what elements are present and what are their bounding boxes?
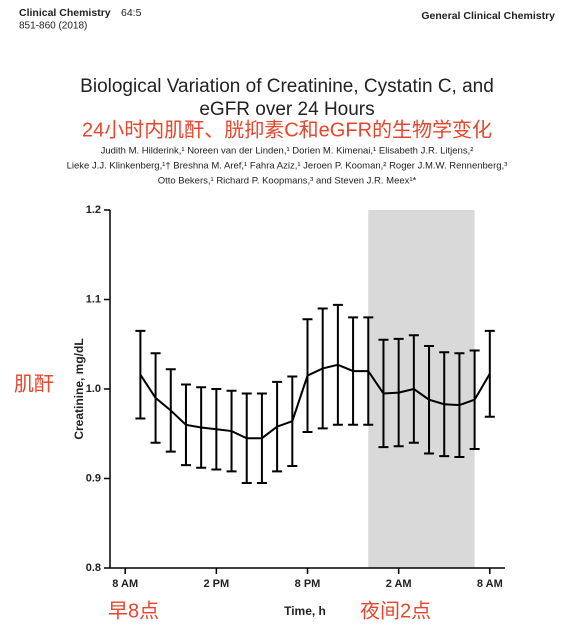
title-line: Biological Variation of Creatinine, Cyst… <box>80 76 494 97</box>
volume: 64:5 <box>121 7 142 19</box>
annotation: 肌酐 <box>14 373 54 395</box>
y-tick-label: 0.8 <box>86 562 101 574</box>
chart: 0.8 0.9 1.0 1.1 1.2 8 AM 2 PM 8 PM 2 AM 8 AM <box>86 204 505 590</box>
x-tick-label: 8 AM <box>112 578 138 590</box>
x-tick-label: 2 AM <box>386 578 412 590</box>
journal: Clinical Chemistry <box>19 7 111 19</box>
y-tick-label: 1.2 <box>86 204 101 216</box>
x-tick-label: 8 AM <box>477 578 503 590</box>
y-axis-label: Creatinine, mg/dL <box>72 338 86 439</box>
y-tick-label: 1.1 <box>86 293 101 305</box>
authors-line: Judith M. Hilderink,¹ Noreen van der Lin… <box>101 146 474 157</box>
title-cn: 24小时内肌酐、胱抑素C和eGFR的生物学变化 <box>82 118 492 141</box>
x-axis-label: Time, h <box>284 604 326 618</box>
authors-line: Otto Bekers,¹ Richard P. Koopmans,³ and … <box>158 176 417 187</box>
error-bar <box>484 329 495 418</box>
section: General Clinical Chemistry <box>421 10 555 22</box>
shaded-region <box>368 210 475 568</box>
y-tick-label: 1.0 <box>86 383 101 395</box>
y-tick-label: 0.9 <box>86 472 101 484</box>
authors-line: Lieke J.J. Klinkenberg,¹† Breshna M. Are… <box>67 161 508 172</box>
line <box>139 363 491 440</box>
x-tick-label: 2 PM <box>204 578 230 590</box>
annotation: 夜间2点 <box>360 599 431 622</box>
annotation: 早8点 <box>108 599 159 622</box>
x-tick-label: 8 PM <box>295 578 321 590</box>
pages: 851-860 (2018) <box>19 21 87 32</box>
title-line: eGFR over 24 Hours <box>199 99 374 120</box>
